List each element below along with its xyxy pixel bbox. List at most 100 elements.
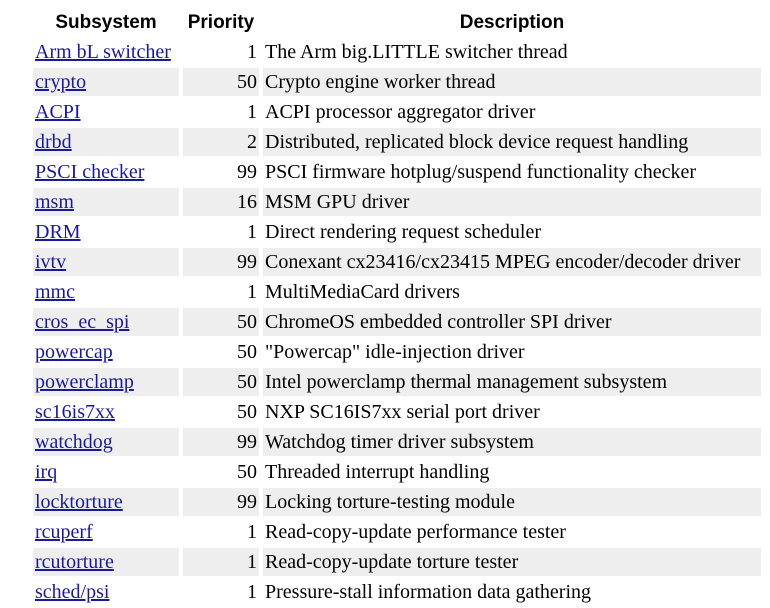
subsystem-link[interactable]: msm (35, 191, 74, 213)
table-row: crypto 50 Crypto engine worker thread (33, 68, 761, 96)
subsystem-link[interactable]: cros_ec_spi (35, 311, 130, 333)
subsystem-link[interactable]: sched/psi (35, 581, 110, 603)
column-header-description: Description (459, 12, 565, 33)
subsystem-link[interactable]: irq (35, 461, 58, 483)
subsystem-link[interactable]: watchdog (35, 431, 113, 453)
subsystem-cell: sc16is7xx (33, 398, 179, 426)
subsystem-cell: Arm bL switcher (33, 38, 179, 66)
priority-cell: 50 (183, 308, 259, 336)
subsystem-link[interactable]: mmc (35, 281, 75, 303)
table-body: Arm bL switcher 1 The Arm big.LITTLE switc… (33, 38, 761, 606)
subsystem-cell: crypto (33, 68, 179, 96)
description-cell: "Powercap" idle-injection driver (265, 341, 525, 363)
subsystem-cell: locktorture (33, 488, 179, 516)
table-row: PSCI checker 99 PSCI firmware hotplug/susp… (33, 158, 761, 186)
priority-cell: 50 (237, 461, 257, 483)
description-cell: Intel powerclamp thermal management subs… (263, 368, 761, 396)
subsystem-cell: ACPI (33, 98, 179, 126)
priority-cell: 2 (183, 128, 259, 156)
description-cell: Threaded interrupt handling (265, 461, 490, 483)
subsystem-link[interactable]: PSCI checker (35, 161, 145, 183)
subsystem-link[interactable]: ivtv (35, 251, 67, 273)
priority-cell: 50 (237, 341, 257, 363)
table-row: sched/psi 1 Pressure-stall information dat… (33, 578, 761, 606)
table-row: sc16is7xx 50 NXP SC16IS7xx serial port dri… (33, 398, 761, 426)
priority-cell: 1 (247, 281, 257, 303)
description-cell: Conexant cx23416/cx23415 MPEG encoder/de… (263, 248, 761, 276)
description-cell: PSCI firmware hotplug/suspend functional… (265, 161, 697, 183)
table-row: watchdog 99 Watchdog timer driver subsyste… (33, 428, 761, 456)
description-cell: Locking torture-testing module (263, 488, 761, 516)
column-header-subsystem: Subsystem (55, 12, 157, 33)
description-cell: The Arm big.LITTLE switcher thread (265, 41, 568, 63)
description-cell: Read-copy-update torture tester (263, 548, 761, 576)
table-header-row: Subsystem Priority Description (33, 10, 761, 36)
description-cell: ChromeOS embedded controller SPI driver (263, 308, 761, 336)
subsystem-cell: powercap (33, 338, 179, 366)
table-row: msm 16 MSM GPU driver (33, 188, 761, 216)
description-cell: Watchdog timer driver subsystem (263, 428, 761, 456)
priority-cell: 1 (247, 221, 257, 243)
description-cell: NXP SC16IS7xx serial port driver (265, 401, 540, 423)
priority-cell: 16 (183, 188, 259, 216)
subsystem-cell: sched/psi (33, 578, 179, 606)
description-cell: Crypto engine worker thread (263, 68, 761, 96)
subsystem-cell: mmc (33, 278, 179, 306)
subsystem-cell: ivtv (33, 248, 179, 276)
subsystem-cell: msm (33, 188, 179, 216)
table-row: irq 50 Threaded interrupt handling (33, 458, 761, 486)
priority-cell: 1 (247, 581, 257, 603)
priority-cell: 1 (183, 548, 259, 576)
subsystem-link[interactable]: rcutorture (35, 551, 114, 573)
priority-cell: 50 (183, 368, 259, 396)
priority-cell: 50 (237, 401, 257, 423)
priority-cell: 50 (183, 68, 259, 96)
table-row: DRM 1 Direct rendering request scheduler (33, 218, 761, 246)
subsystem-link[interactable]: rcuperf (35, 521, 93, 543)
subsystem-link[interactable]: locktorture (35, 491, 123, 513)
subsystem-link[interactable]: Arm bL switcher (35, 41, 171, 63)
table-row: rcuperf 1 Read-copy-update performance tes… (33, 518, 761, 546)
subsystem-link[interactable]: powercap (35, 341, 113, 363)
description-cell: Read-copy-update performance tester (265, 521, 566, 543)
table-row: locktorture 99 Locking torture-testing mod… (33, 488, 761, 516)
description-cell: Direct rendering request scheduler (265, 221, 541, 243)
subsystem-link[interactable]: crypto (35, 71, 87, 93)
priority-cell: 99 (183, 248, 259, 276)
description-cell: Pressure-stall information data gatherin… (265, 581, 592, 603)
table-row: cros_ec_spi 50 ChromeOS embedded controlle… (33, 308, 761, 336)
table-row: mmc 1 MultiMediaCard drivers (33, 278, 761, 306)
subsystem-cell: drbd (33, 128, 179, 156)
subsystem-priority-table: Subsystem Priority Description Arm bL sw… (29, 8, 765, 608)
subsystem-link[interactable]: powerclamp (35, 371, 134, 393)
subsystem-link[interactable]: drbd (35, 131, 72, 153)
table-row: powerclamp 50 Intel powerclamp thermal man… (33, 368, 761, 396)
priority-cell: 1 (247, 101, 257, 123)
description-cell: ACPI processor aggregator driver (265, 101, 536, 123)
subsystem-link[interactable]: DRM (35, 221, 81, 243)
table-row: ACPI 1 ACPI processor aggregator driver (33, 98, 761, 126)
table-row: rcutorture 1 Read-copy-update torture test… (33, 548, 761, 576)
subsystem-cell: PSCI checker (33, 158, 179, 186)
subsystem-cell: powerclamp (33, 368, 179, 396)
priority-cell: 1 (247, 521, 257, 543)
priority-cell: 99 (237, 161, 257, 183)
description-cell: MSM GPU driver (263, 188, 761, 216)
priority-cell: 99 (183, 428, 259, 456)
table-row: ivtv 99 Conexant cx23416/cx23415 MPEG enco… (33, 248, 761, 276)
subsystem-link[interactable]: sc16is7xx (35, 401, 115, 423)
priority-cell: 99 (183, 488, 259, 516)
column-header-priority: Priority (187, 12, 255, 33)
table-row: drbd 2 Distributed, replicated block devic… (33, 128, 761, 156)
subsystem-cell: irq (33, 458, 179, 486)
description-cell: Distributed, replicated block device req… (263, 128, 761, 156)
subsystem-cell: cros_ec_spi (33, 308, 179, 336)
description-cell: MultiMediaCard drivers (265, 281, 460, 303)
subsystem-cell: rcuperf (33, 518, 179, 546)
subsystem-cell: DRM (33, 218, 179, 246)
priority-cell: 1 (247, 41, 257, 63)
subsystem-cell: rcutorture (33, 548, 179, 576)
subsystem-cell: watchdog (33, 428, 179, 456)
table-row: powercap 50 "Powercap" idle-injection driv… (33, 338, 761, 366)
subsystem-link[interactable]: ACPI (35, 101, 81, 123)
